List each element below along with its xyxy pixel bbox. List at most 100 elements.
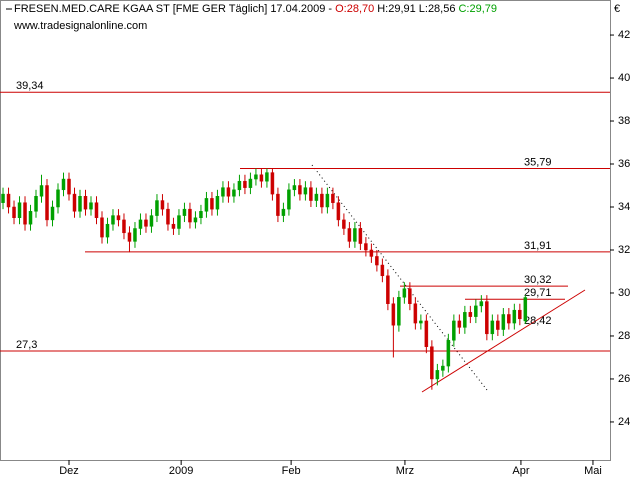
candle-body	[100, 217, 104, 238]
y-tick-label: 28	[618, 330, 630, 342]
candle-body	[512, 309, 517, 324]
y-tick-label: 26	[618, 373, 630, 385]
level-label: 28,42	[524, 315, 552, 327]
low-label: L:28,56	[419, 3, 456, 15]
candle-body	[457, 320, 462, 328]
candle-body	[276, 193, 280, 216]
candle-body	[391, 303, 396, 326]
candle-body	[518, 309, 522, 320]
candle-body	[485, 301, 489, 335]
level-label: 29,71	[524, 287, 552, 299]
candle-body	[160, 200, 165, 210]
candle-body	[468, 312, 473, 317]
candle-body	[243, 180, 247, 188]
candle-body	[56, 189, 60, 208]
y-tick-label: 36	[618, 158, 630, 170]
candle-body	[507, 314, 511, 324]
candle-body	[430, 346, 434, 380]
candle-body	[199, 211, 203, 218]
x-tick-label: Feb	[282, 465, 301, 477]
candle-body	[12, 206, 16, 218]
candle-body	[364, 243, 368, 251]
x-tick-label: Dez	[59, 465, 79, 477]
candle-body	[353, 228, 357, 242]
close-label: C:29,79	[458, 3, 497, 15]
candle-body	[287, 189, 291, 210]
candle-body	[237, 180, 242, 191]
level-label: 39,34	[16, 80, 44, 92]
subtitle: www.tradesignalonline.com	[13, 20, 147, 32]
candle-body	[375, 256, 379, 266]
candle-body	[380, 264, 385, 277]
y-tick-label: 32	[618, 244, 630, 256]
candle-body	[358, 228, 363, 244]
candle-body	[292, 185, 297, 191]
candle-body	[177, 215, 181, 229]
candle-body	[50, 206, 55, 221]
candle-body	[127, 232, 132, 242]
candle-body	[435, 370, 440, 380]
y-tick-label: 38	[618, 115, 630, 127]
candle-body	[171, 223, 176, 229]
candle-body	[479, 301, 484, 307]
candle-body	[309, 187, 313, 201]
candle-body	[490, 320, 495, 335]
candle-body	[34, 196, 38, 212]
candle-body	[413, 303, 418, 324]
candle-body	[325, 193, 330, 208]
candle-body	[166, 208, 170, 225]
candle-body	[336, 202, 341, 221]
candle-body	[193, 217, 198, 223]
candle-body	[215, 196, 220, 210]
candle-body	[45, 185, 49, 221]
candle-body	[474, 305, 478, 317]
candle-body	[342, 219, 346, 229]
candle-body	[419, 320, 423, 324]
candle-body	[39, 185, 44, 197]
candle-body	[331, 193, 335, 203]
candle-body	[501, 314, 506, 330]
candle-body	[23, 202, 27, 225]
level-label: 30,32	[524, 274, 552, 286]
candle-body	[270, 172, 275, 195]
level-label: 31,91	[524, 240, 552, 252]
candle-body	[303, 187, 308, 195]
candle-body	[210, 198, 214, 210]
candle-body	[61, 178, 66, 191]
candle-body	[28, 211, 33, 225]
candle-body	[72, 193, 77, 212]
y-tick-label: 30	[618, 287, 630, 299]
candle-body	[281, 208, 286, 216]
candle-body	[248, 178, 253, 188]
candle-body	[386, 275, 390, 304]
candle-body	[138, 219, 143, 229]
open-label: O:28,70	[335, 3, 374, 15]
candle-body	[105, 223, 110, 238]
candle-body	[149, 215, 154, 227]
candle-body	[78, 196, 82, 212]
candle-body	[259, 174, 264, 182]
candle-body	[402, 288, 407, 298]
x-tick-label: Mrz	[396, 465, 414, 477]
candle-body	[452, 320, 456, 341]
candle-body	[347, 228, 352, 242]
candle-body	[463, 312, 467, 328]
candle-body	[116, 215, 121, 221]
x-tick-label: 2009	[169, 465, 193, 477]
chart-title: FRESEN.MED.CARE KGAA ST [FME GER Täglich…	[14, 3, 497, 15]
candle-body	[83, 196, 88, 210]
candle-body	[232, 189, 236, 197]
candle-body	[226, 187, 231, 197]
candle-body	[155, 200, 159, 216]
level-label: 27,3	[16, 339, 37, 351]
candle-body	[441, 365, 445, 371]
candle-body	[89, 202, 93, 210]
candle-body	[446, 340, 451, 367]
candle-body	[265, 172, 269, 182]
candle-body	[111, 215, 115, 225]
currency: €	[614, 3, 620, 15]
plot-frame	[0, 0, 611, 461]
candle-body	[182, 208, 187, 216]
support-line	[421, 289, 586, 393]
